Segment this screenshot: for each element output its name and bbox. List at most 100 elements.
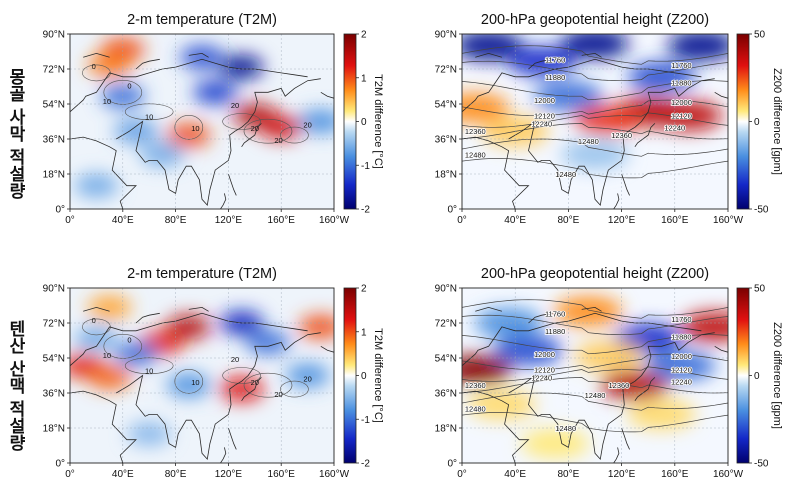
x-tick-label: 160°W	[319, 215, 350, 226]
anomaly-field: 11760 11760 11880 11880 12000 12000 12120 12120…	[462, 34, 728, 209]
y-tick-label: 18°N	[43, 424, 65, 435]
y-tick-label: 72°N	[43, 65, 65, 76]
anomaly-cell	[561, 139, 629, 170]
colorbar-tick-label: 2	[361, 284, 367, 295]
x-tick-label: 120°E	[215, 215, 243, 226]
x-tick-label: 40°E	[112, 215, 134, 226]
x-ticks: 0° 40°E 80°E 120°E 160°E 160°W	[65, 463, 350, 480]
anomaly-cell	[298, 314, 334, 339]
coastline	[70, 312, 308, 367]
contour-lines	[82, 64, 309, 144]
coastline	[83, 52, 110, 58]
anomaly-cell	[462, 92, 510, 123]
contour-line	[124, 103, 174, 121]
contour-label: 10	[145, 367, 153, 376]
coastline	[462, 312, 702, 367]
coastlines	[462, 52, 728, 209]
x-tick-label: 80°E	[558, 215, 580, 226]
y-tick-label: 54°N	[435, 100, 457, 111]
anomaly-cell	[74, 326, 119, 351]
y-tick-label: 90°N	[435, 284, 457, 295]
coastline	[228, 427, 237, 450]
contour-label: 11760	[671, 61, 691, 70]
contour-labels: 11760 11760 11880 11880 12000 12000 12120 12120…	[464, 54, 693, 179]
colorbar-tick-label: -1	[361, 161, 370, 172]
contour-label: 12000	[534, 96, 555, 105]
y-tick-label: 72°N	[43, 319, 65, 330]
anomaly-cell	[140, 142, 185, 167]
y-tick-label: 72°N	[435, 65, 457, 76]
x-ticks: 0° 40°E 80°E 120°E 160°E 160°W	[457, 463, 744, 480]
contour-label: 11760	[671, 315, 691, 324]
coastline	[70, 136, 137, 209]
anomaly-field: 0 0 10 10 10 20 20 20 20	[70, 288, 334, 463]
x-tick-label: 120°E	[608, 469, 636, 480]
y-tick-label: 36°N	[43, 135, 65, 146]
coastline	[634, 377, 656, 402]
x-tick-label: 40°E	[504, 215, 526, 226]
y-tick-label: 72°N	[435, 319, 457, 330]
coastlines	[70, 52, 334, 209]
contour-label: 12480	[585, 391, 606, 400]
contour-line	[462, 158, 728, 179]
contour-label: 12240	[531, 119, 552, 128]
anomaly-cell	[467, 389, 536, 420]
colorbar-tick-label: -50	[754, 205, 769, 216]
anomaly-cell	[574, 104, 643, 135]
coastline	[462, 136, 530, 209]
contour-label: 11760	[545, 309, 565, 318]
contour-label: 12000	[671, 352, 692, 361]
contour-label: 12480	[555, 424, 576, 433]
anomaly-cell	[654, 100, 723, 131]
anomaly-blobs	[70, 295, 334, 446]
contour-labels: 0 0 10 10 10 20 20 20 20	[92, 62, 312, 145]
contour-label: 12000	[671, 98, 692, 107]
contour-lines	[462, 299, 728, 433]
x-tick-label: 40°E	[504, 469, 526, 480]
contour-label: 12240	[664, 123, 685, 132]
panel-title: 200-hPa geopotential height (Z200)	[481, 12, 709, 28]
y-tick-label: 36°N	[435, 135, 457, 146]
coastline	[475, 306, 503, 312]
contour-label: 11880	[545, 327, 565, 336]
contour-label: 12480	[578, 137, 599, 146]
gridlines	[462, 288, 728, 463]
panel-title: 200-hPa geopotential height (Z200)	[481, 266, 709, 282]
anomaly-field: 0 0 10 10 10 20 20 20 20	[70, 34, 334, 209]
colorbar-tick-label: 0	[754, 117, 760, 128]
contour-label: 0	[92, 62, 96, 71]
y-tick-label: 0°	[447, 459, 457, 470]
anomaly-cell	[114, 342, 158, 367]
x-tick-label: 120°E	[215, 469, 243, 480]
contour-label: 0	[127, 335, 131, 344]
anomaly-cell	[521, 428, 590, 459]
contour-line	[462, 334, 728, 355]
contour-label: 12480	[465, 405, 486, 414]
x-tick-label: 0°	[457, 469, 467, 480]
anomaly-cell	[166, 373, 211, 398]
y-tick-label: 90°N	[435, 30, 457, 41]
x-tick-label: 160°E	[661, 215, 689, 226]
x-tick-label: 80°E	[165, 215, 187, 226]
coastline	[621, 427, 630, 450]
x-tick-label: 80°E	[165, 469, 187, 480]
contour-label: 12240	[671, 377, 692, 386]
coastline	[115, 332, 321, 460]
coastline	[621, 173, 630, 196]
y-tick-label: 0°	[447, 205, 457, 216]
colorbar-gradient	[736, 33, 750, 210]
contour-label: 0	[92, 316, 96, 325]
coastline	[508, 78, 715, 206]
anomaly-cell	[114, 119, 158, 144]
coastline	[508, 332, 715, 460]
y-tick-label: 90°N	[43, 30, 65, 41]
colorbar-gradient	[736, 287, 750, 464]
contour-labels: 11760 11760 11880 11880 12000 12000 12120 12120…	[464, 308, 693, 433]
contour-line	[280, 126, 309, 144]
coastline	[188, 52, 209, 58]
anomaly-field: 11760 11760 11880 11880 12000 12000 12120 12120…	[462, 288, 728, 463]
y-ticks: 0° 18°N 36°N 54°N 72°N 90°N	[43, 30, 70, 216]
y-tick-label: 18°N	[43, 170, 65, 181]
